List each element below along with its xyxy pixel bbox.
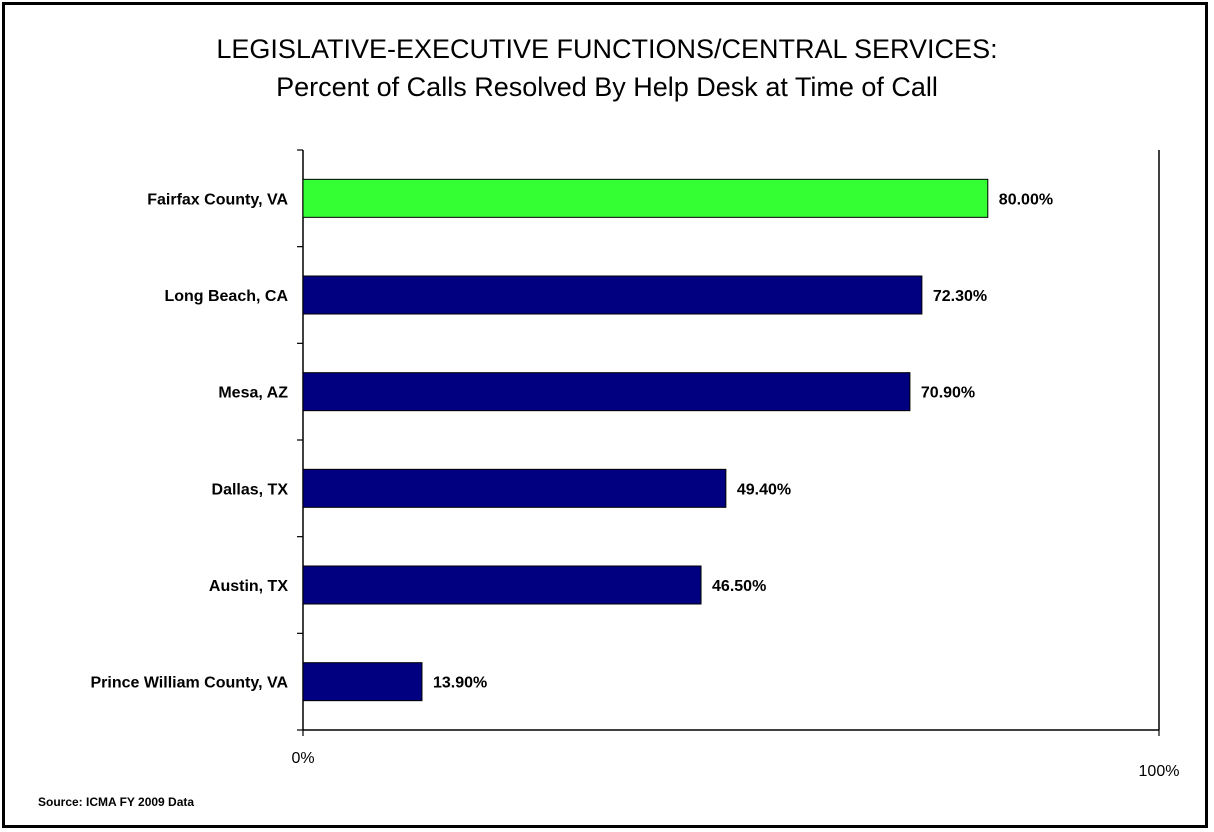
data-label: 80.00% <box>999 191 1053 208</box>
category-label: Dallas, TX <box>212 481 289 498</box>
category-label: Fairfax County, VA <box>147 191 288 208</box>
chart-title-line1: LEGISLATIVE-EXECUTIVE FUNCTIONS/CENTRAL … <box>216 34 998 64</box>
bar <box>302 565 702 605</box>
bar <box>302 178 989 218</box>
source-note: Source: ICMA FY 2009 Data <box>38 795 195 809</box>
data-label: 46.50% <box>712 578 766 595</box>
data-label: 72.30% <box>933 288 987 305</box>
bar <box>302 372 911 412</box>
bar <box>302 662 423 702</box>
category-label: Prince William County, VA <box>90 675 288 692</box>
category-label: Austin, TX <box>209 578 288 595</box>
category-label: Mesa, AZ <box>218 385 288 402</box>
bar <box>302 468 727 508</box>
bar <box>302 275 923 315</box>
chart-title-line2: Percent of Calls Resolved By Help Desk a… <box>276 72 938 102</box>
x-tick-label: 0% <box>291 750 314 767</box>
data-label: 70.90% <box>921 385 975 402</box>
data-label: 13.90% <box>433 675 487 692</box>
category-label: Long Beach, CA <box>164 288 288 305</box>
data-label: 49.40% <box>737 481 791 498</box>
x-tick-label: 100% <box>1139 763 1180 780</box>
